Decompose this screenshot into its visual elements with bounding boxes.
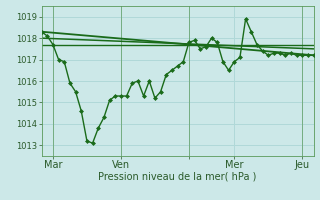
X-axis label: Pression niveau de la mer( hPa ): Pression niveau de la mer( hPa ) xyxy=(99,172,257,182)
